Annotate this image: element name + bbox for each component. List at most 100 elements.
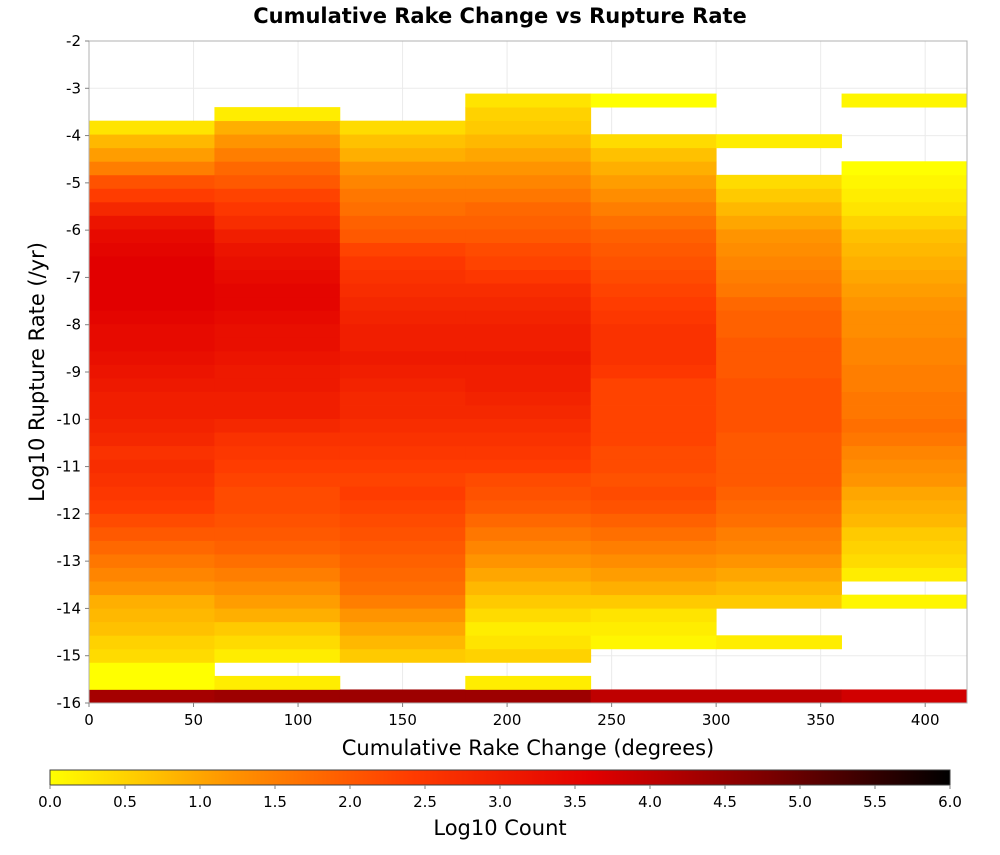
heatmap-cell bbox=[214, 161, 341, 176]
y-tick-label: -2 bbox=[66, 32, 81, 50]
heatmap-cell bbox=[89, 621, 215, 636]
heatmap-cell bbox=[841, 499, 968, 514]
y-tick-label: -15 bbox=[57, 647, 82, 665]
heatmap-cell bbox=[716, 581, 842, 596]
colorbar-tick-label: 3.0 bbox=[488, 793, 512, 811]
heatmap-cell bbox=[465, 567, 592, 582]
heatmap-cell bbox=[214, 350, 341, 365]
heatmap-cell bbox=[590, 405, 717, 419]
heatmap-cell bbox=[214, 107, 341, 122]
heatmap-cell bbox=[339, 648, 466, 663]
heatmap-cell bbox=[89, 459, 215, 474]
heatmap-cell bbox=[841, 161, 968, 176]
heatmap-cell bbox=[465, 594, 592, 609]
heatmap-cell bbox=[89, 283, 215, 298]
y-tick-label: -12 bbox=[57, 505, 82, 523]
heatmap-cell bbox=[339, 526, 466, 541]
heatmap-cell bbox=[89, 418, 215, 433]
heatmap-cell bbox=[716, 296, 842, 311]
y-tick-label: -6 bbox=[66, 221, 81, 239]
heatmap-cell bbox=[339, 310, 466, 325]
heatmap-cell bbox=[339, 350, 466, 365]
heatmap-cell bbox=[465, 499, 592, 514]
heatmap-cell bbox=[716, 689, 842, 704]
x-tick-label: 100 bbox=[284, 711, 313, 729]
heatmap-cell bbox=[465, 635, 592, 650]
heatmap-cell bbox=[339, 486, 466, 501]
heatmap-cell bbox=[590, 499, 717, 514]
heatmap-cell bbox=[339, 201, 466, 216]
y-tick-label: -3 bbox=[66, 79, 81, 97]
heatmap-cell bbox=[841, 405, 968, 419]
heatmap-cell bbox=[590, 242, 717, 257]
heatmap-cell bbox=[716, 513, 842, 528]
heatmap-cell bbox=[339, 608, 466, 623]
heatmap-cell bbox=[339, 174, 466, 189]
heatmap-cell bbox=[590, 161, 717, 176]
heatmap-cell bbox=[590, 337, 717, 352]
heatmap-cell bbox=[339, 445, 466, 460]
heatmap-cell bbox=[89, 513, 215, 528]
heatmap-cell bbox=[716, 459, 842, 474]
heatmap-cell bbox=[339, 188, 466, 203]
heatmap-cell bbox=[89, 445, 215, 460]
colorbar-tick-label: 3.5 bbox=[563, 793, 587, 811]
heatmap-cell bbox=[339, 594, 466, 609]
heatmap-cell bbox=[214, 256, 341, 271]
heatmap-cell bbox=[89, 405, 215, 419]
heatmap-cell bbox=[590, 567, 717, 582]
heatmap-cell bbox=[716, 472, 842, 487]
heatmap-cell bbox=[339, 256, 466, 271]
y-tick-label: -7 bbox=[66, 268, 81, 286]
colorbar-tick-label: 6.0 bbox=[938, 793, 962, 811]
heatmap-cell bbox=[465, 337, 592, 352]
y-tick-label: -5 bbox=[66, 174, 81, 192]
heatmap-cell bbox=[339, 581, 466, 596]
heatmap-cell bbox=[214, 554, 341, 568]
heatmap-cell bbox=[214, 310, 341, 325]
heatmap-cell bbox=[590, 635, 717, 650]
heatmap-cell bbox=[716, 364, 842, 379]
heatmap-cell bbox=[465, 581, 592, 596]
x-tick-label: 350 bbox=[806, 711, 835, 729]
heatmap-cell bbox=[590, 377, 717, 392]
heatmap-cell bbox=[590, 472, 717, 487]
heatmap-cell bbox=[716, 594, 842, 609]
heatmap-cell bbox=[590, 350, 717, 365]
heatmap-cell bbox=[841, 283, 968, 298]
heatmap-cell bbox=[465, 621, 592, 636]
heatmap-cell bbox=[89, 581, 215, 596]
heatmap-cell bbox=[716, 418, 842, 433]
heatmap-cell bbox=[89, 526, 215, 541]
heatmap-cell bbox=[89, 242, 215, 257]
heatmap-cell bbox=[465, 242, 592, 257]
heatmap-cell bbox=[841, 174, 968, 189]
colorbar-tick-label: 4.5 bbox=[713, 793, 737, 811]
heatmap-cell bbox=[590, 432, 717, 447]
heatmap-cell bbox=[716, 567, 842, 582]
heatmap-cell bbox=[590, 310, 717, 325]
colorbar-tick-label: 0.5 bbox=[113, 793, 137, 811]
heatmap-cell bbox=[716, 242, 842, 257]
heatmap-cells bbox=[89, 93, 968, 704]
x-tick-label: 50 bbox=[184, 711, 203, 729]
heatmap-cell bbox=[465, 120, 592, 135]
x-tick-label: 400 bbox=[911, 711, 940, 729]
heatmap-cell bbox=[841, 554, 968, 568]
heatmap-cell bbox=[465, 147, 592, 162]
heatmap-cell bbox=[89, 635, 215, 650]
heatmap-cell bbox=[89, 269, 215, 284]
heatmap-cell bbox=[841, 296, 968, 311]
heatmap-cell bbox=[89, 296, 215, 311]
heatmap-cell bbox=[465, 93, 592, 108]
heatmap-cell bbox=[465, 472, 592, 487]
heatmap-cell bbox=[841, 445, 968, 460]
heatmap-cell bbox=[214, 337, 341, 352]
heatmap-cell bbox=[339, 621, 466, 636]
colorbar-ticks: 0.0 0.5 1.0 1.5 2.0 2.5 3.0 3.5 4.0 4.5 5.0 5.5 6.0 bbox=[38, 785, 962, 811]
heatmap-cell bbox=[465, 350, 592, 365]
heatmap-cell bbox=[214, 445, 341, 460]
heatmap-cell bbox=[89, 608, 215, 623]
heatmap-cell bbox=[716, 432, 842, 447]
heatmap-cell bbox=[841, 513, 968, 528]
